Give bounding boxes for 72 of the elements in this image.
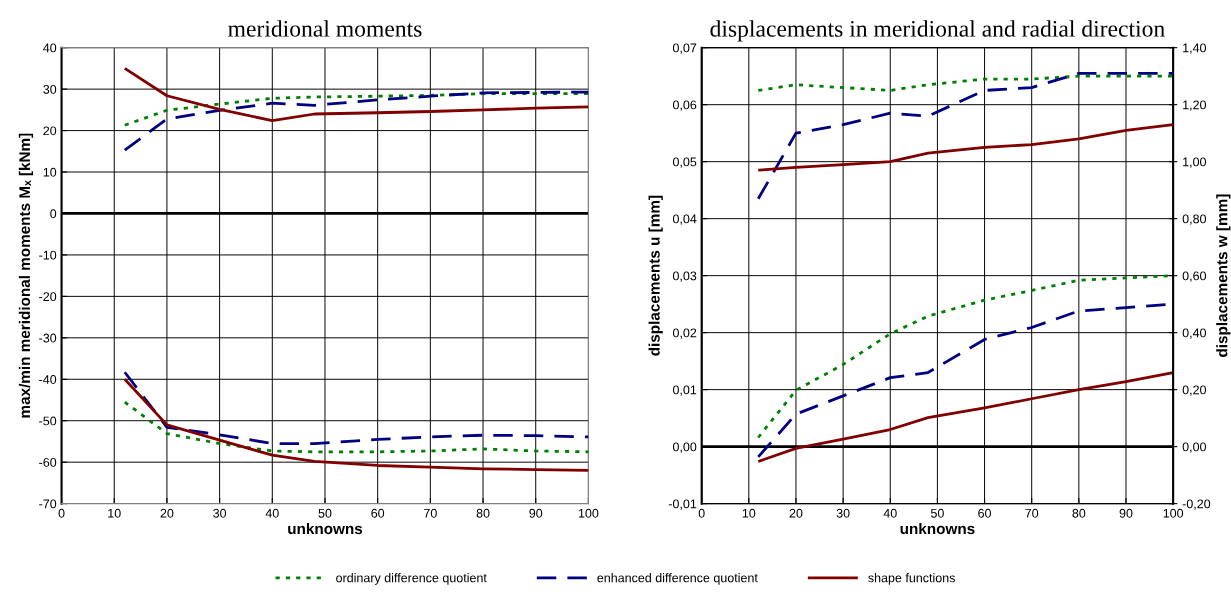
line-series	[123, 67, 589, 123]
line-series	[756, 74, 1174, 92]
y2-tick-label: 0,00	[1182, 442, 1207, 453]
y-tick-label: -70	[39, 499, 57, 509]
x-tick-label: 60	[371, 508, 385, 518]
y2-tick-label: 1,40	[1183, 43, 1207, 54]
y-tick-label: -50	[39, 416, 57, 426]
chart-title: meridional moments	[228, 20, 422, 37]
x-tick-label: 30	[213, 508, 227, 518]
y-tick-label: 30	[43, 84, 57, 94]
y-tick-label: 0,06	[672, 100, 697, 111]
y2-tick-label: -0,20	[1182, 499, 1211, 510]
y-tick-label: -10	[39, 250, 57, 260]
y-tick-label: 0,01	[672, 385, 697, 396]
x-axis-title: unknowns	[288, 522, 363, 535]
x-axis-title: unknowns	[900, 522, 975, 535]
y-tick-label: 0,07	[672, 43, 697, 54]
x-tick-label: 40	[883, 508, 897, 518]
line-series	[756, 371, 1174, 463]
x-tick-label: 80	[476, 508, 490, 518]
legend-label: enhanced difference quotient	[597, 573, 758, 585]
y-axis-title: max/min meridional moments Mₓ [kNm]	[18, 133, 34, 418]
line-series	[123, 400, 589, 454]
x-tick-label: 30	[836, 508, 850, 518]
line-series	[123, 370, 589, 445]
y-tick-label: -40	[39, 375, 57, 384]
line-series	[756, 123, 1174, 172]
line-series	[123, 377, 589, 472]
x-tick-label: 70	[424, 508, 437, 518]
x-tick-label: 0	[58, 508, 65, 518]
line-series	[123, 92, 589, 127]
x-tick-label: 100	[1163, 508, 1184, 518]
line-series	[123, 90, 589, 152]
x-tick-label: 90	[529, 508, 543, 518]
x-tick-label: 50	[318, 508, 332, 518]
x-tick-label: 80	[1072, 508, 1086, 518]
y-tick-label: -60	[39, 457, 57, 467]
y-tick-label: 0	[50, 209, 57, 219]
y2-tick-label: 0,60	[1182, 271, 1207, 282]
y-tick-label: -20	[39, 292, 57, 302]
x-tick-label: 20	[160, 508, 174, 518]
x-tick-label: 60	[978, 508, 992, 518]
x-tick-label: 90	[1119, 508, 1133, 518]
y-tick-label: 0,05	[672, 157, 697, 168]
x-tick-label: 50	[930, 508, 944, 518]
y-tick-label: 10	[43, 167, 57, 177]
y2-tick-label: 1,00	[1183, 157, 1207, 168]
y2-tick-label: 0,40	[1182, 328, 1207, 339]
y2-tick-label: 1,20	[1183, 100, 1207, 111]
legend-label: ordinary difference quotient	[336, 573, 487, 585]
x-tick-label: 20	[789, 508, 803, 518]
y-tick-label: 0,03	[672, 271, 697, 282]
y2-tick-label: 0,20	[1182, 385, 1207, 396]
y-tick-label: 0,02	[672, 328, 697, 339]
chart-title: displacements in meridional and radial direction	[710, 20, 1165, 42]
y-axis-title: displacements u [mm]	[648, 195, 663, 356]
y-tick-label: 20	[43, 126, 57, 136]
x-tick-label: 10	[108, 508, 121, 518]
y-tick-label: -0,01	[668, 499, 697, 510]
y-tick-label: 0,04	[672, 214, 697, 225]
y-tick-label: -30	[39, 333, 57, 343]
y-tick-label: 0,00	[672, 442, 697, 453]
x-tick-label: 40	[265, 508, 279, 518]
y-tick-label: 40	[43, 43, 57, 53]
x-tick-label: 10	[742, 508, 756, 518]
legend-label: shape functions	[868, 573, 955, 585]
x-tick-label: 70	[1025, 508, 1039, 518]
y2-tick-label: 0,80	[1182, 214, 1207, 225]
x-tick-label: 100	[578, 508, 599, 518]
y2-axis-title: displacements w [mm]	[1216, 194, 1231, 357]
line-series	[756, 71, 1174, 201]
x-tick-label: 0	[698, 508, 705, 518]
